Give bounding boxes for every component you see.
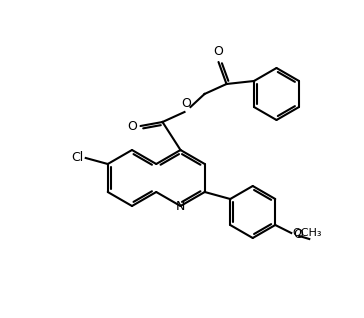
Text: O: O <box>182 97 191 110</box>
Text: O: O <box>214 45 223 58</box>
Text: Cl: Cl <box>71 150 84 163</box>
Text: N: N <box>176 199 185 212</box>
Text: O: O <box>128 120 138 133</box>
Text: O: O <box>293 227 303 240</box>
Text: OCH₃: OCH₃ <box>292 228 322 238</box>
